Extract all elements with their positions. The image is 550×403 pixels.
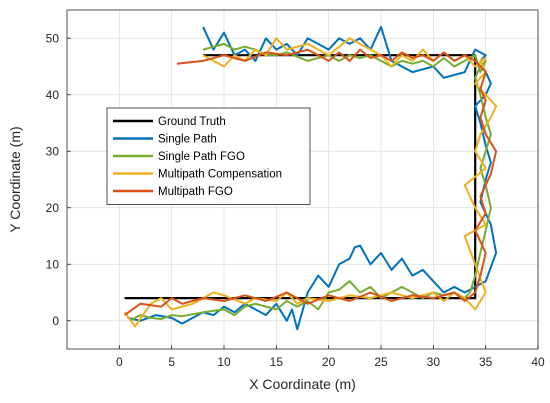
y-tick-label: 40 xyxy=(46,88,60,102)
x-tick-label: 15 xyxy=(270,355,284,369)
legend-label: Multipath FGO xyxy=(158,186,233,198)
legend-label: Single Path xyxy=(158,134,217,146)
x-tick-label: 0 xyxy=(116,355,123,369)
legend-label: Ground Truth xyxy=(158,116,226,128)
x-tick-label: 5 xyxy=(168,355,175,369)
legend: Ground Truth Single Path Single Path FGO Mu… xyxy=(106,107,311,205)
x-tick-label: 10 xyxy=(217,355,231,369)
series-layer xyxy=(123,25,498,331)
x-tick-label: 25 xyxy=(374,355,388,369)
x-tick-label: 40 xyxy=(531,355,545,369)
x-tick-label: 20 xyxy=(322,355,336,369)
x-tick-label: 30 xyxy=(427,355,441,369)
series-line-multipath-fgo xyxy=(124,48,498,316)
y-tick-label: 30 xyxy=(46,144,60,158)
y-tick-label: 20 xyxy=(46,201,60,215)
legend-label: Single Path FGO xyxy=(158,151,245,163)
y-axis-label: Y Coordinate (m) xyxy=(7,126,23,232)
x-axis-label: X Coordinate (m) xyxy=(249,376,356,392)
axis-ticks: 0 5 10 15 20 25 30 35 40 0 10 20 30 40 50 xyxy=(46,31,545,369)
y-tick-label: 0 xyxy=(52,314,59,328)
legend-label: Multipath Compensation xyxy=(158,169,282,181)
y-tick-label: 10 xyxy=(46,257,60,271)
series-line-multipath-compensation xyxy=(123,37,498,328)
plot-area xyxy=(66,9,539,350)
y-tick-label: 50 xyxy=(46,31,60,45)
x-tick-label: 35 xyxy=(479,355,493,369)
